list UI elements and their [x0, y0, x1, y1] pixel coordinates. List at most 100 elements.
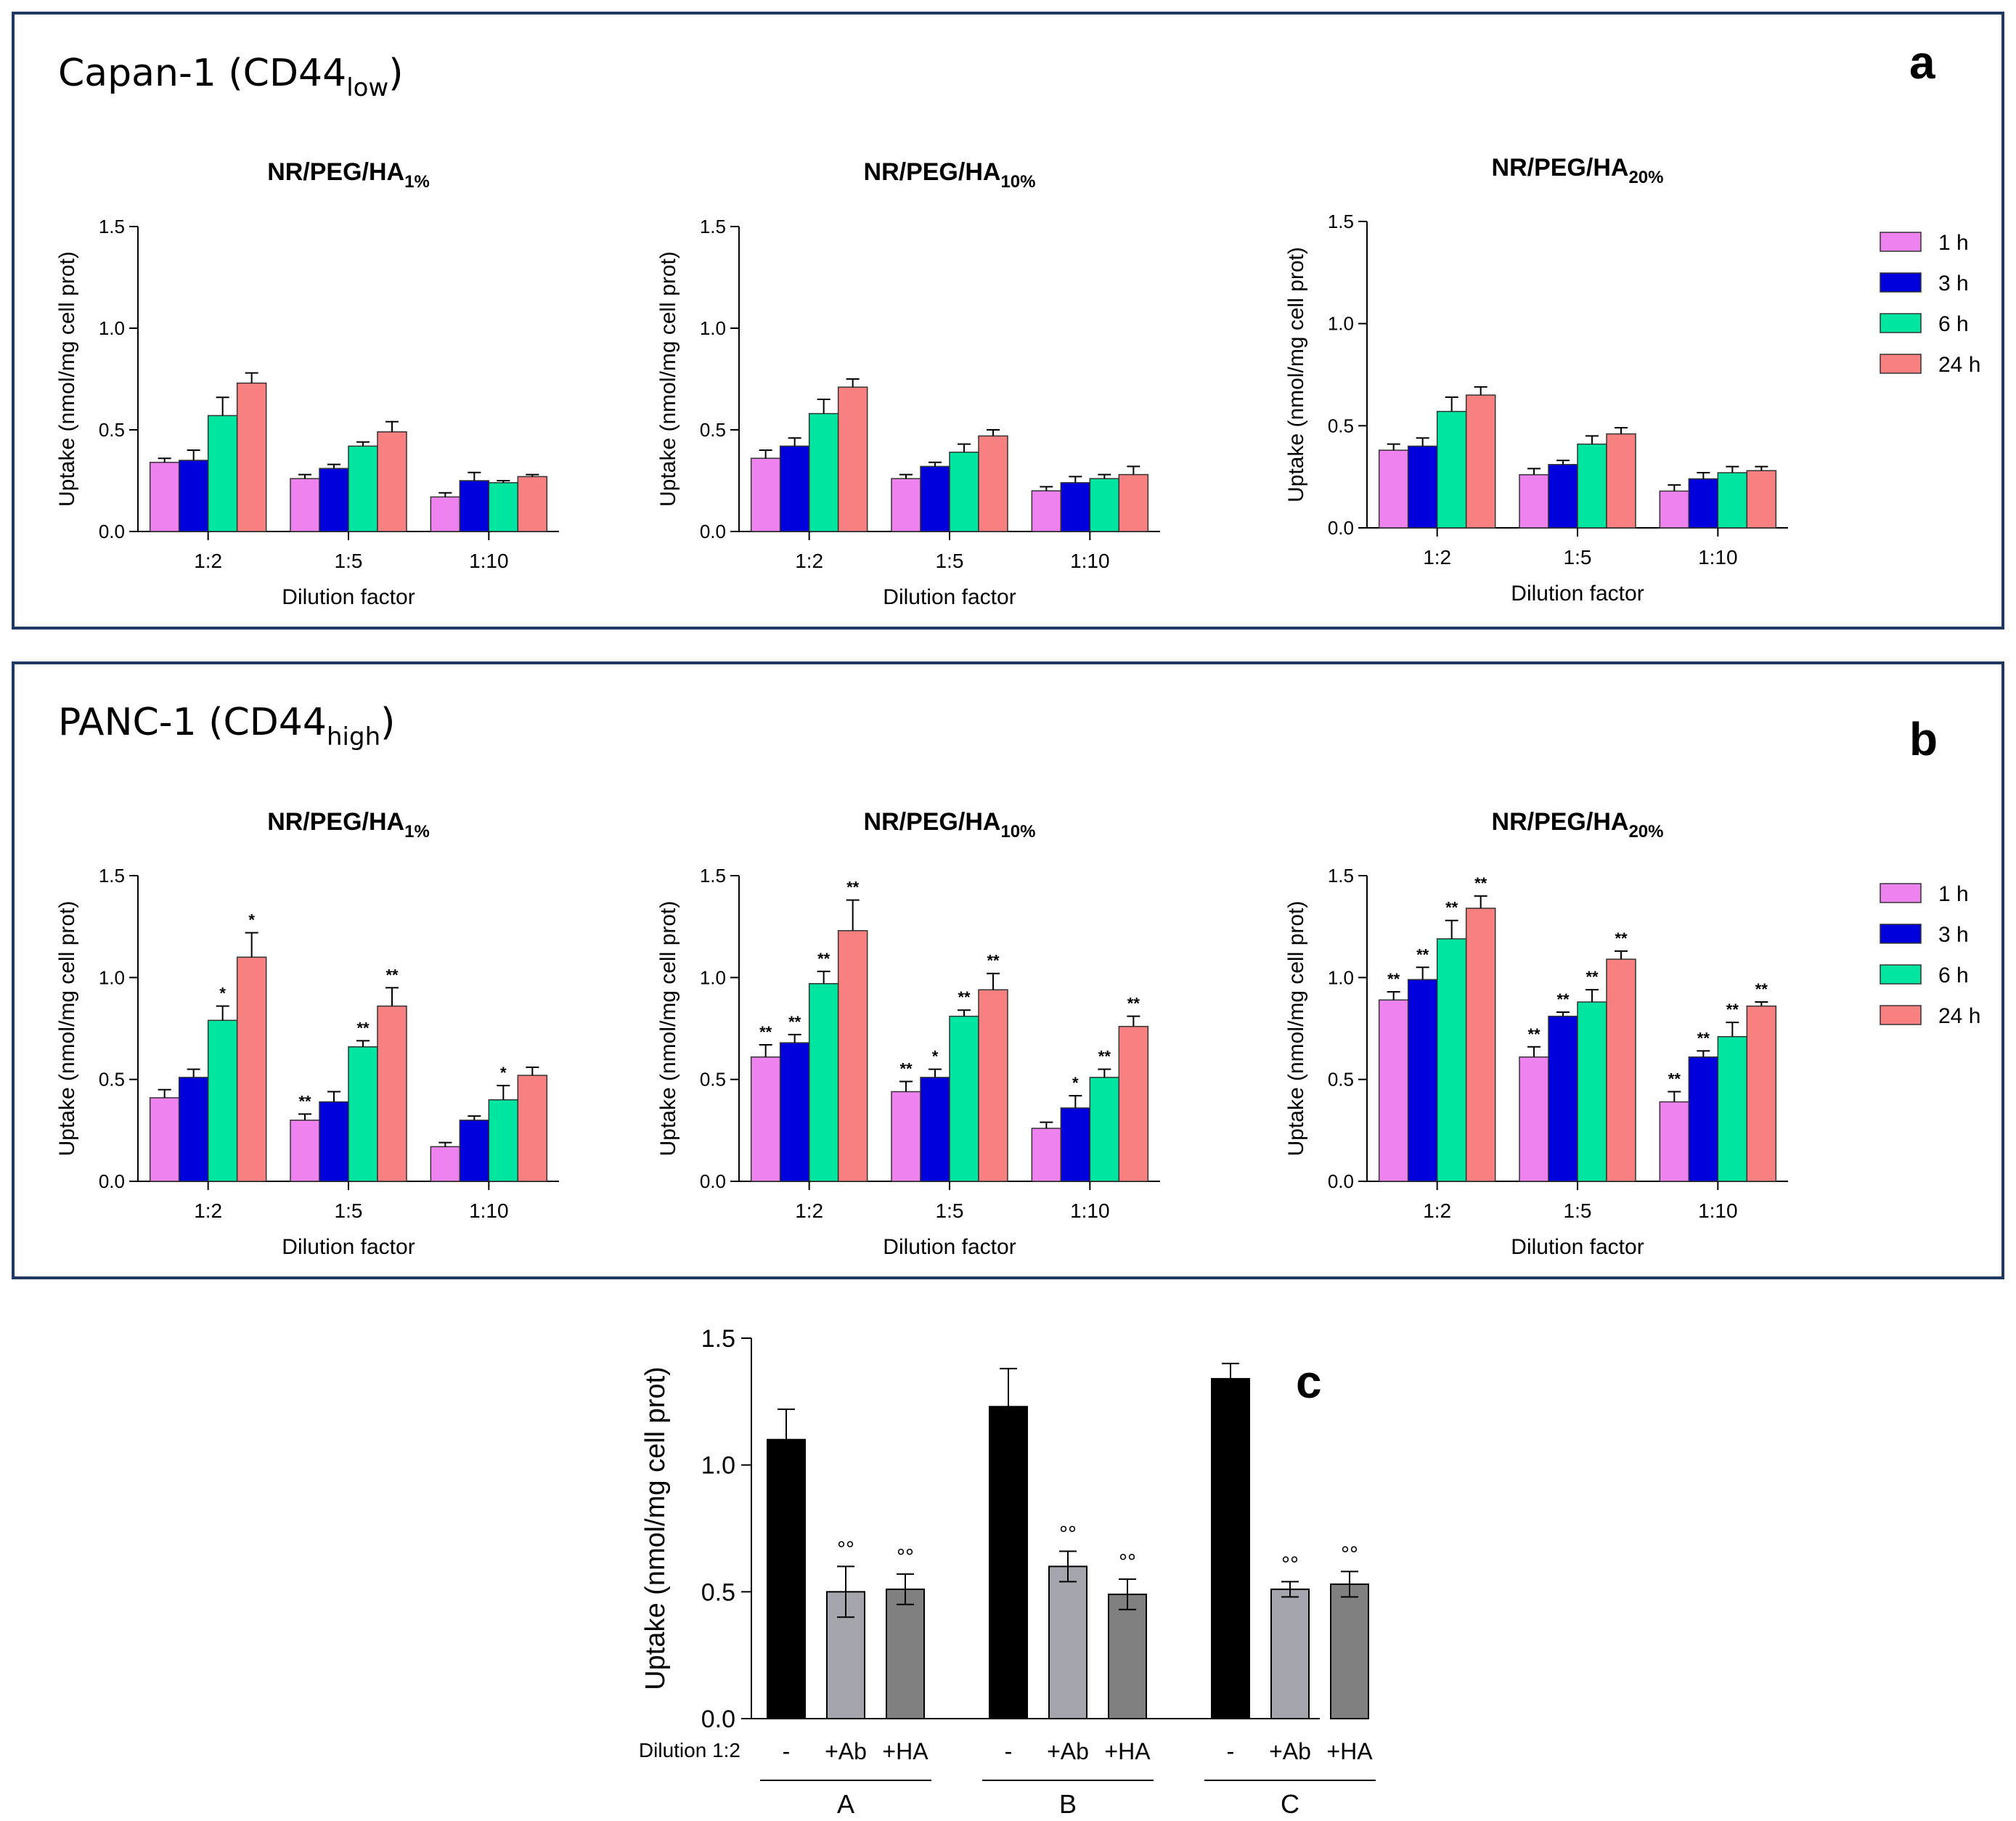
chart-title-sub: 20%: [1628, 168, 1663, 187]
bar: [1118, 1025, 1149, 1182]
bar: [178, 1077, 209, 1182]
condition-label: +HA: [1104, 1738, 1151, 1764]
chart-title-main: NR/PEG/HA: [1492, 808, 1629, 836]
bar: [319, 1101, 349, 1182]
bar: [1089, 478, 1120, 532]
group-label: C: [1281, 1789, 1299, 1819]
y-axis-title: Uptake (nmol/mg cell prot): [640, 1366, 671, 1690]
bar: [1659, 490, 1690, 529]
bar: [290, 1120, 320, 1182]
chart-title-main: NR/PEG/HA: [267, 158, 404, 186]
y-tick-label: 0.5: [1328, 1069, 1354, 1091]
y-tick-label: 0.5: [701, 1578, 735, 1606]
panel-a-title-close: ): [388, 52, 403, 95]
y-tick-label: 0.0: [99, 1170, 125, 1192]
bar: [236, 956, 267, 1182]
bar: [1060, 1107, 1091, 1182]
bar: [1407, 445, 1438, 529]
y-tick-label: 1.5: [700, 865, 726, 887]
condition-label: +Ab: [1269, 1738, 1311, 1764]
legend-swatch: [1880, 313, 1922, 333]
y-tick-label: 1.0: [700, 317, 726, 339]
chart-b-ha10: NR/PEG/HA10% 0.0 0.5 1.0 1.5 Uptake (nmol/mg …: [656, 808, 1160, 1259]
significance-mark: **: [846, 879, 860, 897]
significance-mark: °°: [1281, 1552, 1299, 1576]
bar: [1746, 470, 1777, 529]
bar: [1519, 474, 1549, 529]
panel-b-frame: [12, 661, 2004, 1279]
legend-label: 3 h: [1938, 923, 1969, 947]
significance-mark: **: [958, 988, 971, 1006]
bar: [178, 460, 209, 532]
y-tick-label: 0.5: [99, 419, 125, 441]
y-axis-title: Uptake (nmol/mg cell prot): [1284, 247, 1308, 502]
significance-mark: **: [1387, 970, 1400, 988]
significance-mark: **: [899, 1059, 913, 1077]
legend-swatch: [1880, 1005, 1922, 1025]
bar: [978, 989, 1008, 1182]
y-tick-label: 0.5: [700, 419, 726, 441]
y-tick-label: 1.0: [99, 317, 125, 339]
significance-mark: **: [385, 966, 399, 984]
condition-label: +Ab: [1047, 1738, 1089, 1764]
x-tick-label: 1:5: [936, 550, 964, 572]
bar: [837, 386, 868, 532]
bar: [1031, 1128, 1062, 1182]
significance-mark: **: [1615, 929, 1628, 948]
y-axis-title: Uptake (nmol/mg cell prot): [55, 901, 79, 1157]
panel-a-title-main: Capan-1 (CD44: [58, 52, 346, 95]
chart-title-sub: 10%: [1000, 172, 1035, 192]
x-tick-label: 1:5: [335, 1199, 363, 1222]
bar: [319, 468, 349, 532]
chart-title: NR/PEG/HA10%: [864, 808, 1036, 842]
legend-swatch: [1880, 232, 1922, 252]
y-tick-label: 0.5: [99, 1069, 125, 1091]
x-tick-label: 1:10: [1698, 1199, 1738, 1222]
x-axis-title: Dilution factor: [1511, 1235, 1644, 1259]
bar: [459, 1120, 490, 1182]
chart-title-main: NR/PEG/HA: [1492, 154, 1629, 182]
legend-label: 24 h: [1938, 353, 1980, 377]
legend-label: 6 h: [1938, 312, 1969, 336]
bar: [430, 496, 461, 532]
panel-b-title-sub: high: [327, 722, 380, 751]
bar: [949, 452, 979, 532]
legend-swatch: [1880, 883, 1922, 903]
y-tick-label: 0.0: [1328, 1170, 1354, 1192]
bar: [517, 1075, 548, 1182]
bar: [989, 1406, 1028, 1719]
bar: [891, 1091, 921, 1182]
condition-label: -: [1005, 1738, 1013, 1764]
panel-b-title-close: ): [380, 701, 395, 744]
x-tick-label: 1:2: [1423, 1199, 1451, 1222]
x-tick-label: 1:10: [469, 550, 509, 572]
bar: [891, 478, 921, 532]
bar: [1606, 433, 1636, 529]
legend-label: 6 h: [1938, 964, 1969, 987]
bar: [1270, 1588, 1310, 1720]
bar: [459, 480, 490, 532]
significance-mark: **: [356, 1019, 370, 1037]
legend-label: 1 h: [1938, 882, 1969, 906]
legend-swatch: [1880, 354, 1922, 374]
significance-mark: *: [932, 1048, 939, 1066]
chart-a-ha10: NR/PEG/HA10% 0.0 0.5 1.0 1.5 Uptake (nmol/mg …: [656, 158, 1160, 609]
significance-mark: *: [1072, 1074, 1079, 1092]
panel-c-letter: c: [1296, 1356, 1322, 1408]
y-tick-label: 1.0: [1328, 966, 1354, 988]
bar: [1548, 1015, 1578, 1182]
y-axis-title: Uptake (nmol/mg cell prot): [55, 251, 79, 507]
y-tick-label: 0.0: [700, 1170, 726, 1192]
x-axis-title: Dilution factor: [282, 1235, 415, 1259]
x-tick-label: 1:10: [1698, 546, 1738, 569]
bar: [837, 930, 868, 1182]
chart-title-main: NR/PEG/HA: [267, 808, 404, 836]
bar: [207, 415, 238, 532]
y-tick-label: 1.5: [1328, 865, 1354, 887]
legend-swatch: [1880, 964, 1922, 985]
significance-mark: *: [219, 985, 226, 1003]
y-tick-label: 0.5: [1328, 415, 1354, 436]
significance-mark: °°: [897, 1545, 914, 1569]
bar: [750, 457, 781, 532]
